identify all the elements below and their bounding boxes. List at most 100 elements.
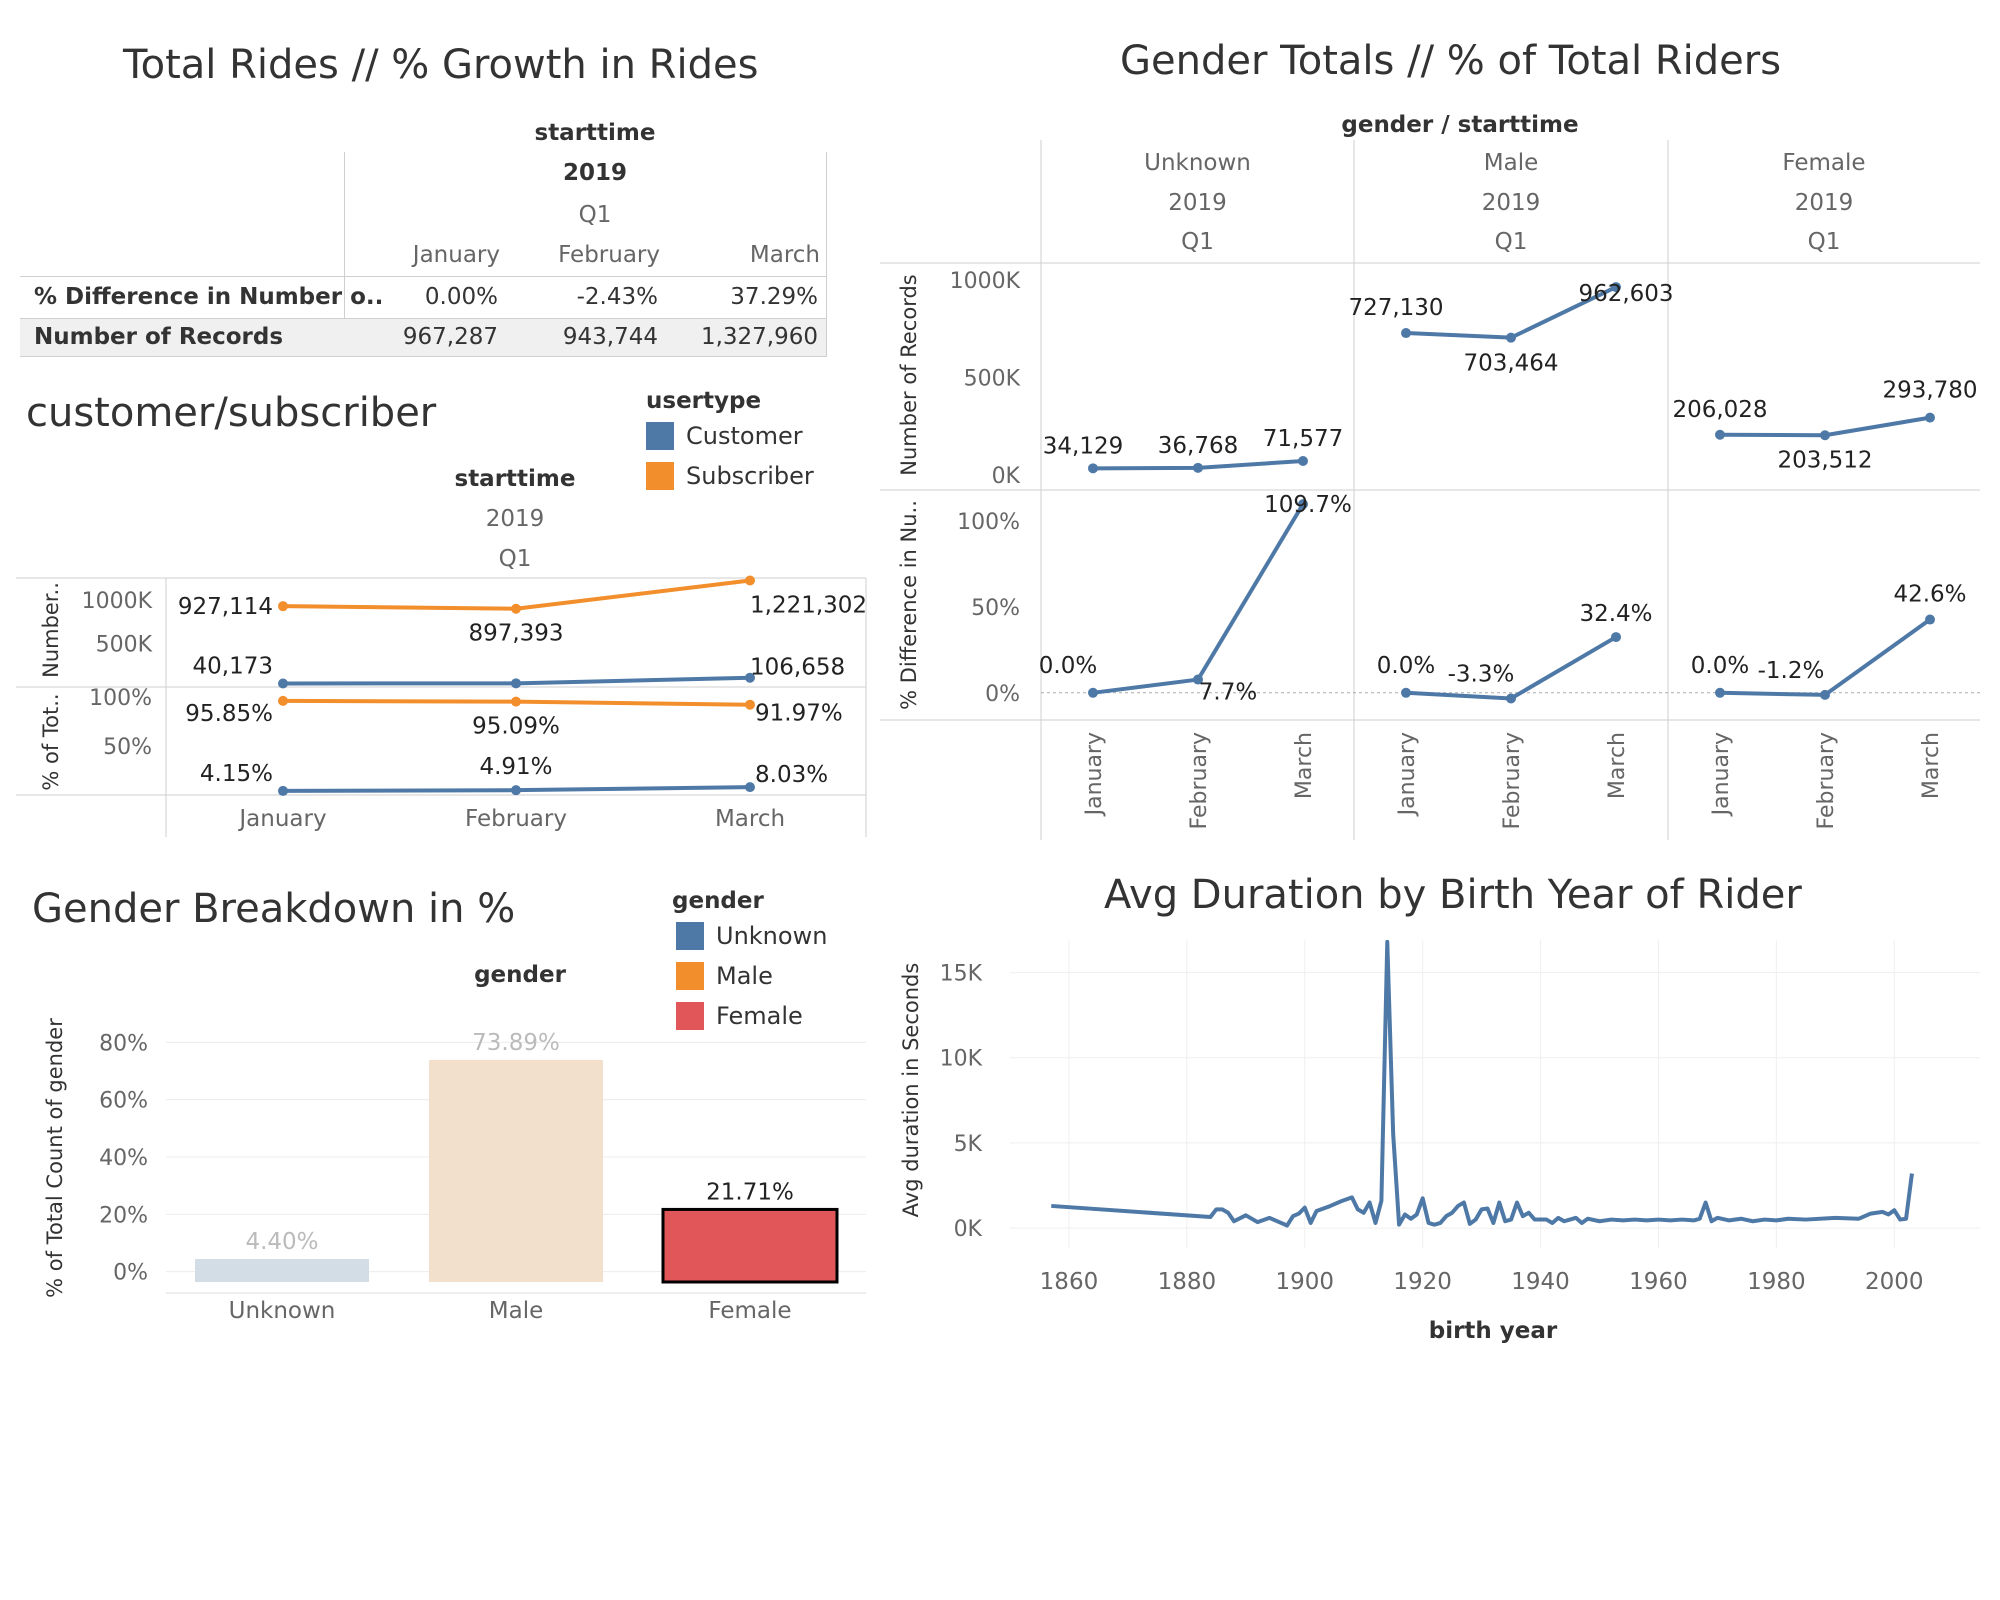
total-rides-month-header: January: [412, 242, 500, 268]
legend-item-unknown[interactable]: Unknown: [676, 922, 827, 950]
data-point: [1193, 462, 1203, 473]
data-label: 897,393: [468, 621, 563, 647]
table-divider: [344, 152, 345, 357]
total-rides-month-header: March: [749, 242, 820, 268]
x-tick-label: March: [1919, 732, 1944, 799]
x-tick-label: Female: [708, 1298, 791, 1324]
y-tick-label: 15K: [940, 962, 983, 987]
data-point: [1401, 328, 1411, 339]
x-tick-label: 1980: [1747, 1269, 1806, 1295]
panel-header-year: 2019: [1168, 190, 1227, 216]
data-label: 34,129: [1043, 433, 1123, 459]
pct-diff-line-female: [1719, 617, 1932, 697]
data-label: 0.0%: [1691, 653, 1749, 679]
panel-header-quarter: Q1: [1808, 229, 1841, 255]
y-tick-label: 100%: [957, 510, 1020, 535]
pct-diff-line-unknown: [1092, 503, 1305, 695]
y-tick-label: 100%: [89, 686, 152, 711]
table-row-label: % Difference in Number o..: [34, 284, 384, 310]
legend-swatch: [676, 962, 704, 990]
data-point: [1298, 456, 1308, 467]
y-tick-label: 500K: [96, 632, 153, 657]
y-axis-label: % of Tot..: [39, 693, 63, 790]
customer-subscriber-chart: Number.. % of Tot.. 1000K 500K 100% 50% Januar…: [16, 575, 867, 837]
table-divider: [20, 276, 826, 277]
legend-label: Female: [716, 1002, 803, 1030]
data-label: 109.7%: [1264, 492, 1352, 518]
usertype-legend-title: usertype: [646, 388, 762, 414]
data-point: [1088, 687, 1098, 698]
gender-breakdown-chart: 80% 60% 40% 20% 0% % of Total Count of gender…: [43, 1018, 866, 1324]
data-label: 36,768: [1158, 433, 1238, 459]
gender-legend-title: gender: [672, 888, 764, 914]
data-label: 703,464: [1463, 351, 1558, 377]
table-divider: [20, 356, 826, 357]
total-rides-month-header: February: [558, 242, 660, 268]
data-point: [511, 785, 521, 796]
x-tick-label: March: [1292, 732, 1317, 799]
customer-subscriber-title: customer/subscriber: [26, 390, 437, 436]
table-cell: -2.43%: [576, 284, 658, 310]
duration-line: [1051, 939, 1914, 1228]
data-label: 0.0%: [1377, 653, 1435, 679]
data-label: 71,577: [1263, 426, 1343, 452]
data-point: [1611, 632, 1621, 643]
y-tick-label: 0K: [992, 464, 1021, 489]
x-tick-label: January: [1395, 732, 1420, 817]
data-label: 293,780: [1882, 378, 1977, 404]
y-tick-label: 60%: [99, 1089, 148, 1114]
total-rides-title: Total Rides // % Growth in Rides: [123, 42, 759, 88]
legend-label: Customer: [686, 422, 803, 450]
avg-duration-title: Avg Duration by Birth Year of Rider: [1104, 872, 1802, 918]
x-tick-label: 1860: [1040, 1269, 1099, 1295]
x-tick-label: February: [1500, 732, 1525, 830]
x-tick-label: February: [1187, 732, 1212, 830]
legend-item-subscriber[interactable]: Subscriber: [646, 462, 814, 490]
x-tick-label: 1880: [1158, 1269, 1217, 1295]
panel-header-quarter: Q1: [1495, 229, 1528, 255]
data-label: 727,130: [1348, 295, 1443, 321]
table-cell: 0.00%: [424, 284, 498, 310]
panel-header-quarter: Q1: [1181, 229, 1214, 255]
data-point: [745, 699, 755, 710]
data-label: 7.7%: [1199, 680, 1257, 706]
legend-label: Male: [716, 962, 773, 990]
y-axis-label: Avg duration in Seconds: [899, 963, 923, 1218]
table-cell: 943,744: [562, 324, 658, 350]
y-axis-label: Number of Records: [897, 274, 921, 475]
table-cell: 1,327,960: [700, 324, 818, 350]
y-tick-label: 10K: [940, 1047, 983, 1072]
data-label: 106,658: [750, 655, 845, 681]
data-label: 73.89%: [472, 1030, 560, 1056]
data-label: 32.4%: [1579, 601, 1652, 627]
table-divider: [826, 152, 827, 357]
data-label: 40,173: [193, 653, 273, 679]
data-point: [278, 785, 288, 796]
y-tick-label: 0K: [954, 1217, 983, 1242]
legend-item-female[interactable]: Female: [676, 1002, 803, 1030]
panel-header-gender: Female: [1782, 150, 1865, 176]
x-tick-label: January: [237, 806, 326, 832]
legend-item-customer[interactable]: Customer: [646, 422, 803, 450]
x-tick-label: 2000: [1865, 1269, 1924, 1295]
legend-item-male[interactable]: Male: [676, 962, 773, 990]
data-label: 927,114: [178, 594, 273, 620]
data-point: [511, 603, 521, 614]
table-row-band: [20, 318, 826, 356]
x-tick-label: March: [715, 806, 785, 832]
gender-breakdown-title: Gender Breakdown in %: [32, 886, 516, 932]
cs-year: 2019: [485, 506, 545, 532]
x-tick-label: 1920: [1393, 1269, 1452, 1295]
data-point: [278, 695, 288, 706]
data-point: [1611, 282, 1621, 293]
y-tick-label: 1000K: [950, 269, 1021, 294]
data-point: [1820, 430, 1830, 441]
legend-swatch: [676, 922, 704, 950]
data-label: 21.71%: [706, 1179, 794, 1205]
data-label: 962,603: [1578, 281, 1673, 307]
data-point: [278, 678, 288, 689]
data-point: [1401, 687, 1411, 698]
data-point: [1925, 412, 1935, 423]
data-point: [745, 672, 755, 683]
total-rides-year: 2019: [562, 160, 627, 186]
